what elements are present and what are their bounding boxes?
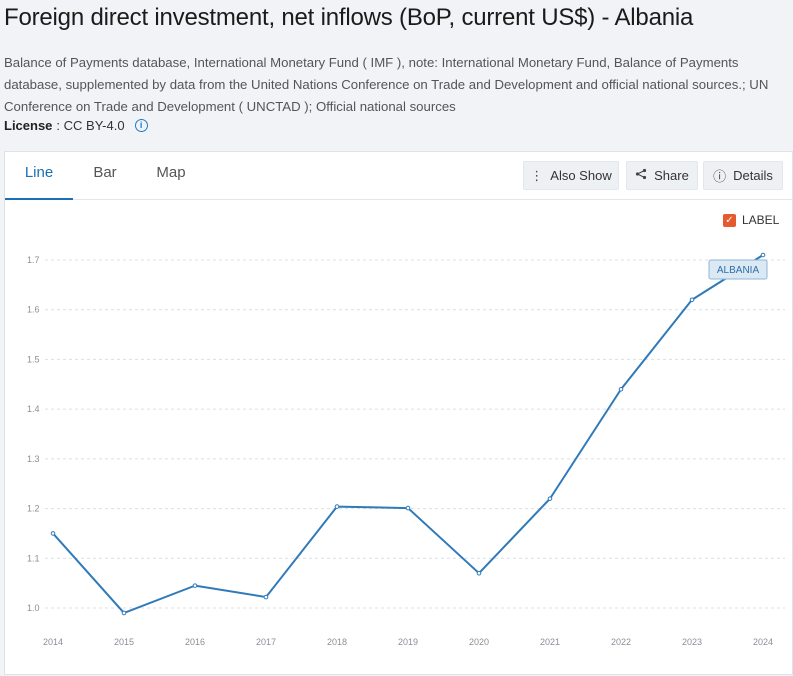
data-point: [618, 386, 624, 392]
y-tick-label: 1.7: [27, 255, 40, 265]
series-end-label-box: [708, 259, 768, 280]
also-show-label: Also Show: [550, 168, 612, 183]
x-tick-label: 2024: [753, 637, 773, 647]
data-point: [263, 594, 269, 600]
tab-map[interactable]: Map: [156, 164, 186, 181]
data-point: [121, 610, 127, 616]
label-toggle-text: LABEL: [742, 213, 780, 227]
x-tick-label: 2017: [256, 637, 276, 647]
info-icon[interactable]: i: [134, 119, 148, 132]
x-tick-label: 2020: [469, 637, 489, 647]
line-chart: 1.0 1.1 1.2 1.3 1.4 1.5 1.6 1.7 2014 2015 2016 2017…: [27, 252, 785, 647]
x-tick-label: 2015: [114, 637, 134, 647]
share-button[interactable]: Share: [626, 161, 698, 190]
x-tick-label: 2018: [327, 637, 347, 647]
y-tick-label: 1.0: [27, 603, 40, 613]
x-tick-label: 2022: [611, 637, 631, 647]
info-circle-icon: ⓘ: [713, 169, 727, 184]
label-toggle[interactable]: ✓ LABEL: [723, 213, 779, 227]
x-tick-label: 2016: [185, 637, 205, 647]
y-tick-label: 1.6: [27, 305, 40, 315]
also-show-button[interactable]: ⋮ Also Show: [523, 161, 619, 190]
y-tick-label: 1.4: [27, 404, 40, 414]
data-point: [476, 570, 482, 576]
y-tick-label: 1.1: [27, 553, 40, 563]
more-vertical-icon: ⋮: [530, 167, 544, 183]
source-description: Balance of Payments database, Internatio…: [4, 55, 769, 114]
y-tick-label: 1.2: [27, 504, 40, 514]
data-point: [192, 583, 198, 588]
chart-panel: Line Bar Map ⋮ Also Show Share ⓘ Details…: [4, 151, 793, 675]
x-tick-label: 2021: [540, 637, 560, 647]
license-row: License : CC BY-4.0 i: [4, 118, 148, 133]
data-point: [689, 297, 695, 303]
y-tick-label: 1.3: [27, 454, 40, 464]
x-tick-label: 2019: [398, 637, 418, 647]
license-label: License: [4, 118, 53, 133]
series-line: [52, 254, 764, 614]
data-point: [547, 496, 553, 501]
data-point: [405, 505, 411, 511]
license-value: : CC BY-4.0: [56, 118, 125, 133]
chart-tabs: Line Bar Map ⋮ Also Show Share ⓘ Details: [5, 152, 792, 200]
x-tick-label: 2023: [682, 637, 702, 647]
label-checkbox[interactable]: ✓: [723, 213, 736, 227]
details-label: Details: [733, 168, 773, 183]
share-label: Share: [654, 168, 689, 183]
tab-bar[interactable]: Bar: [93, 164, 117, 181]
data-point: [334, 504, 340, 509]
series-end-label: ALBANIA: [717, 265, 760, 276]
y-tick-label: 1.5: [27, 354, 40, 364]
page-title: Foreign direct investment, net inflows (…: [4, 4, 694, 31]
share-icon: [635, 168, 647, 183]
data-point: [50, 531, 56, 536]
data-point: [760, 252, 766, 258]
tab-line[interactable]: Line: [5, 152, 73, 200]
details-button[interactable]: ⓘ Details: [703, 161, 783, 190]
x-tick-label: 2014: [43, 637, 63, 647]
